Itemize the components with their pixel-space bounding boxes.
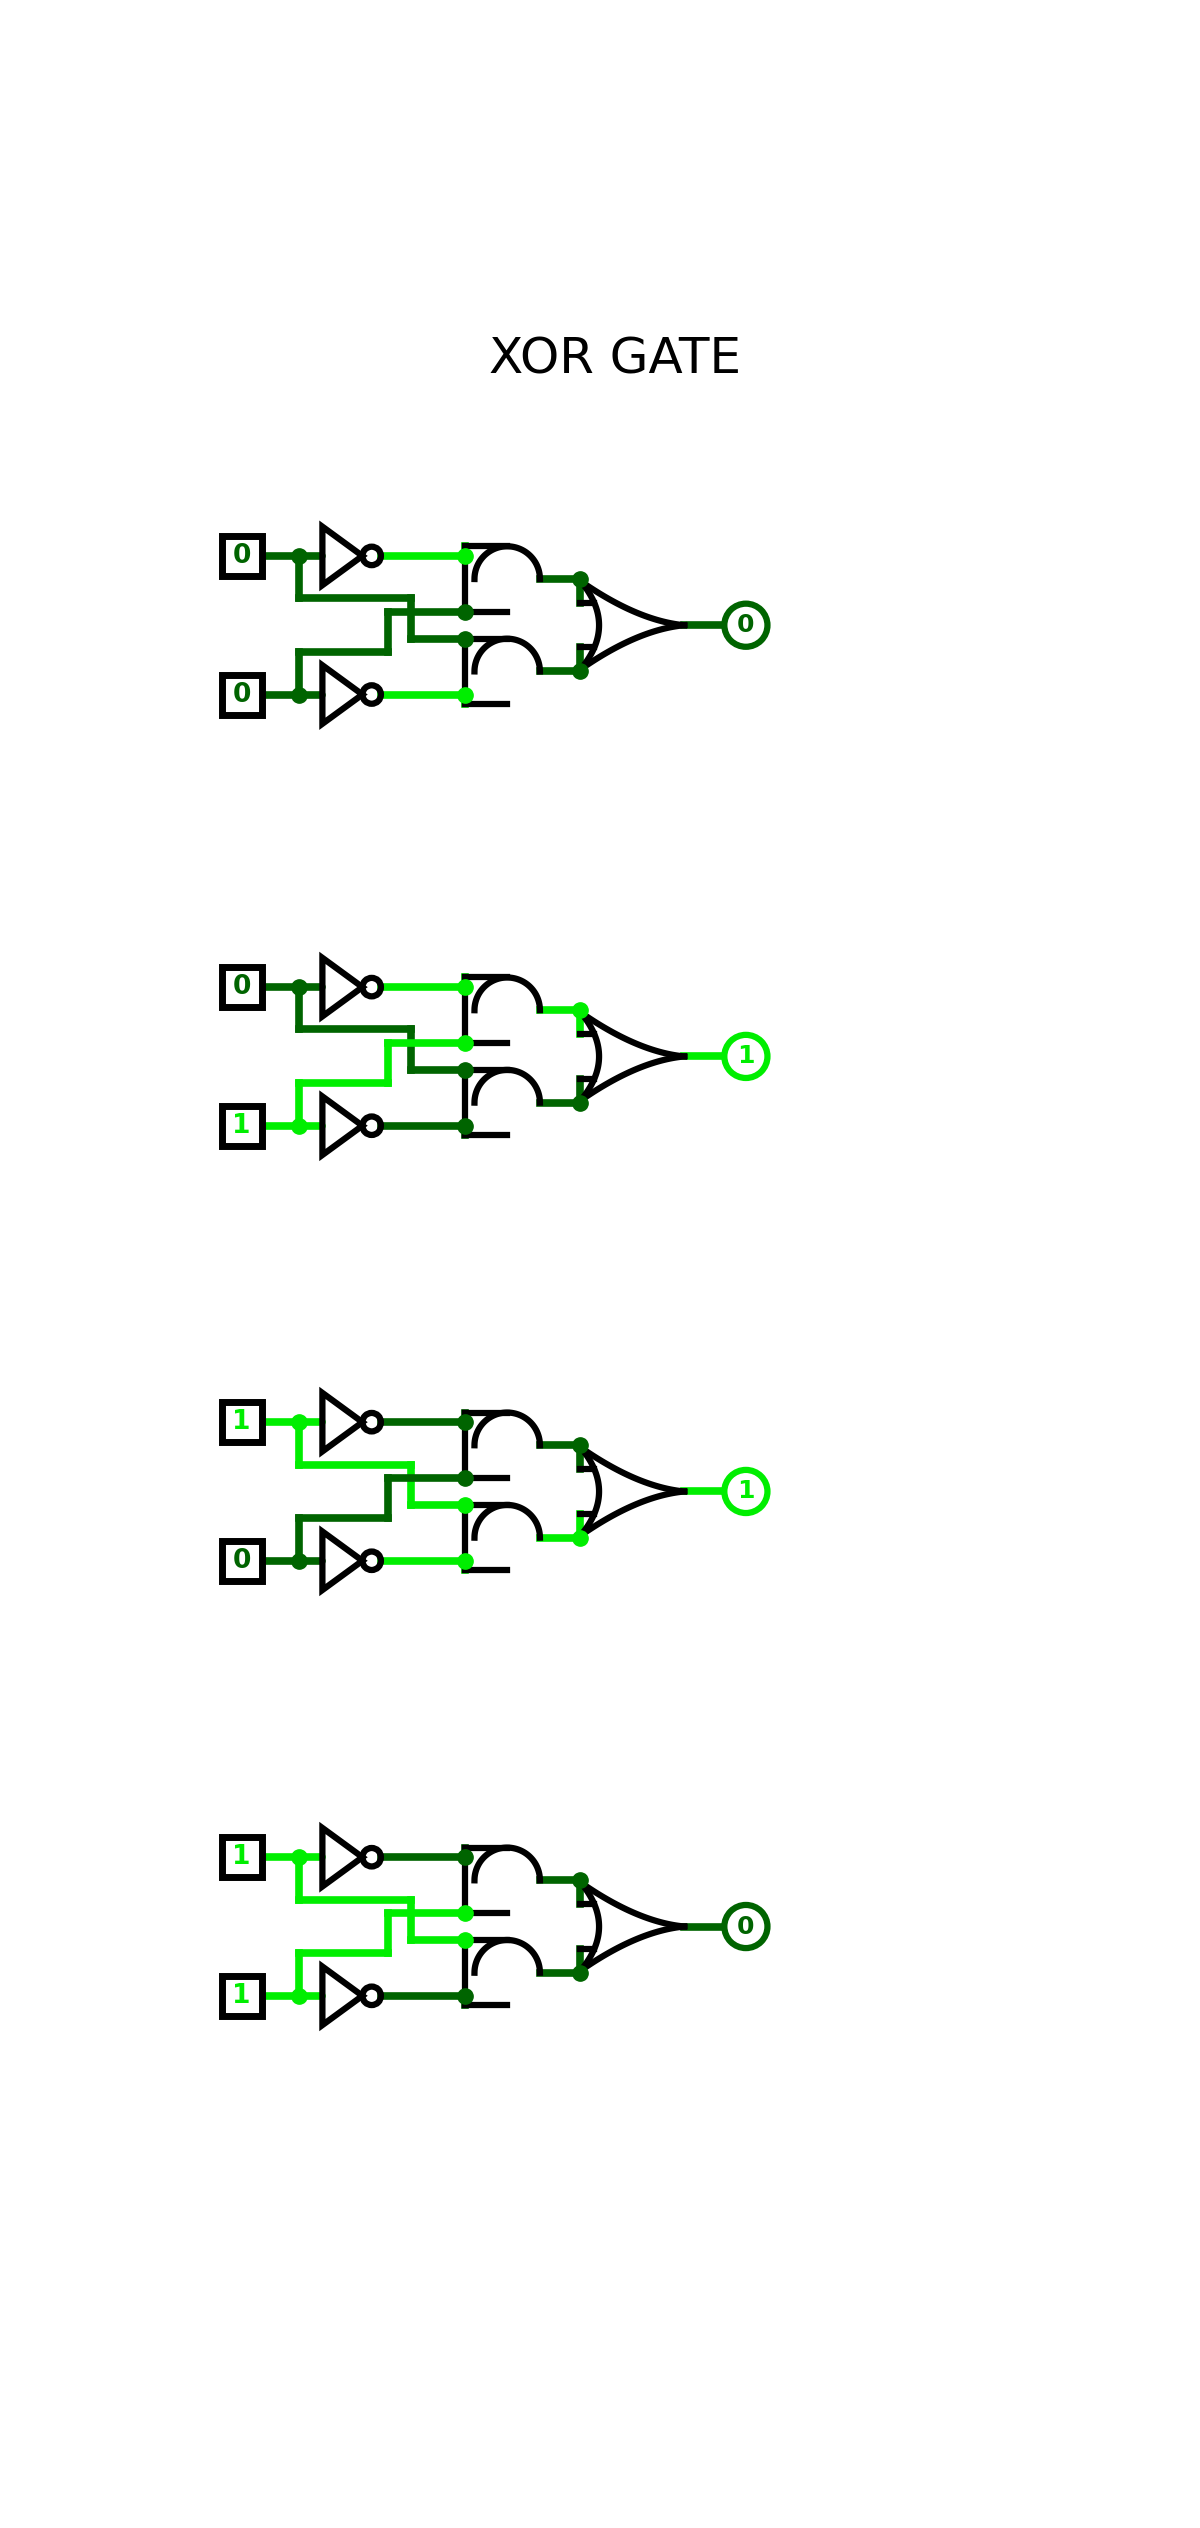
Text: 1: 1: [737, 1044, 755, 1069]
Circle shape: [725, 1906, 768, 1949]
Bar: [222, 968, 262, 1006]
Text: 0: 0: [737, 1914, 755, 1939]
Circle shape: [725, 1469, 768, 1514]
Bar: [222, 1977, 262, 2015]
Text: 0: 0: [233, 544, 251, 569]
Text: 1: 1: [233, 1982, 251, 2010]
Text: 1: 1: [233, 1112, 251, 1138]
Circle shape: [725, 1034, 768, 1077]
Text: 0: 0: [233, 1547, 251, 1575]
Text: 0: 0: [737, 614, 755, 637]
Bar: [222, 1105, 262, 1145]
Bar: [222, 1403, 262, 1441]
Bar: [222, 1540, 262, 1580]
Text: 1: 1: [233, 1408, 251, 1436]
Bar: [222, 1838, 262, 1878]
Bar: [222, 536, 262, 576]
Text: 1: 1: [233, 1845, 251, 1871]
Text: 0: 0: [233, 683, 251, 708]
Text: 1: 1: [737, 1479, 755, 1504]
Bar: [222, 675, 262, 715]
Text: 0: 0: [233, 973, 251, 1001]
Text: XOR GATE: XOR GATE: [488, 336, 742, 384]
Circle shape: [725, 604, 768, 647]
